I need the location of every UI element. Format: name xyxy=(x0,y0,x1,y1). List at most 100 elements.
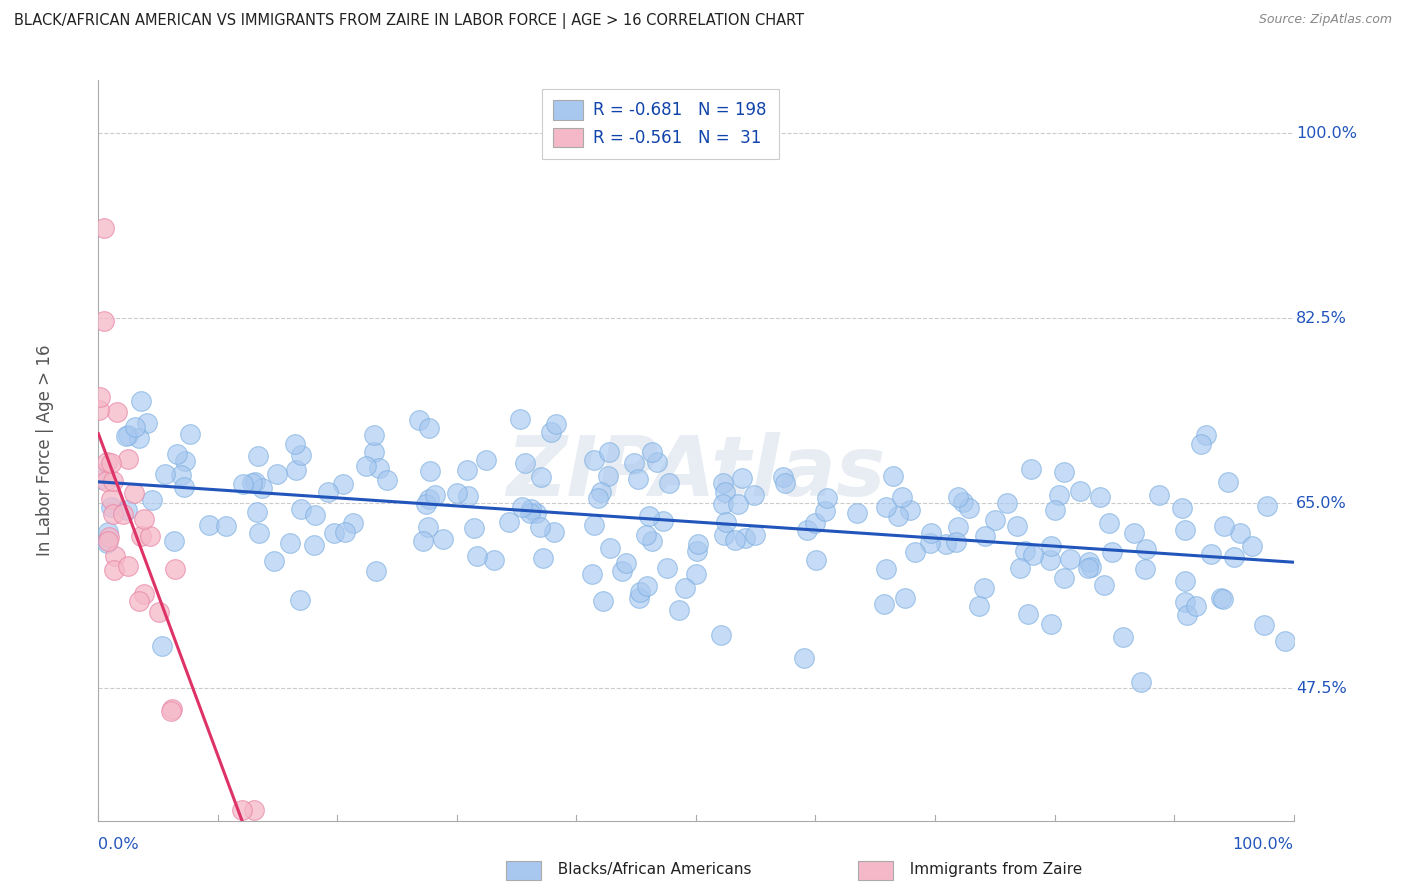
Point xyxy=(1256,499,1278,513)
Point xyxy=(1039,539,1062,553)
Point xyxy=(1101,545,1123,559)
Point xyxy=(418,520,440,534)
Point xyxy=(150,640,173,654)
Point xyxy=(731,471,754,485)
Point xyxy=(1185,599,1208,614)
Point xyxy=(1053,466,1076,480)
Point xyxy=(288,593,311,607)
Point xyxy=(215,518,238,533)
Point xyxy=(1170,500,1192,515)
Point xyxy=(626,472,648,486)
Point xyxy=(1092,577,1115,591)
Point xyxy=(136,417,159,431)
Point xyxy=(623,457,645,471)
Point xyxy=(423,488,446,502)
Text: ZIPAtlas: ZIPAtlas xyxy=(506,432,886,513)
Point xyxy=(415,497,437,511)
Point xyxy=(97,524,120,539)
Point xyxy=(641,533,664,548)
Point xyxy=(685,567,707,582)
Point xyxy=(713,528,735,542)
Point xyxy=(1130,675,1153,690)
Point xyxy=(1174,574,1197,589)
Point xyxy=(1088,490,1111,504)
Point xyxy=(952,495,974,509)
Point xyxy=(1147,488,1170,502)
Point xyxy=(96,536,118,550)
Point xyxy=(875,500,897,515)
Point xyxy=(115,429,138,443)
Point xyxy=(166,447,188,461)
Point xyxy=(636,579,658,593)
Point xyxy=(969,599,991,614)
Point xyxy=(1022,548,1045,562)
Point xyxy=(524,506,547,520)
Text: Source: ZipAtlas.com: Source: ZipAtlas.com xyxy=(1258,13,1392,27)
Point xyxy=(93,221,115,235)
Point xyxy=(529,519,551,533)
Point xyxy=(891,491,914,505)
Text: Immigrants from Zaire: Immigrants from Zaire xyxy=(900,863,1083,877)
Point xyxy=(658,475,681,490)
Point xyxy=(973,582,995,596)
Point xyxy=(875,562,897,576)
Point xyxy=(366,565,388,579)
Point xyxy=(1216,475,1239,489)
Point xyxy=(898,503,921,517)
Point xyxy=(1069,484,1091,499)
Point xyxy=(544,417,567,432)
Point xyxy=(408,412,430,426)
Point xyxy=(641,445,664,459)
Point xyxy=(599,541,621,555)
Point xyxy=(1053,571,1076,585)
Point xyxy=(920,526,942,541)
Point xyxy=(711,476,734,491)
Point xyxy=(598,444,620,458)
Point xyxy=(628,585,651,599)
Point xyxy=(804,516,827,530)
Point xyxy=(592,594,614,608)
Point xyxy=(887,509,910,524)
Point xyxy=(1039,617,1062,632)
Point xyxy=(302,538,325,552)
Point xyxy=(446,486,468,500)
Point xyxy=(284,437,307,451)
Point xyxy=(278,536,301,550)
Point xyxy=(1017,607,1039,621)
Point xyxy=(673,581,696,595)
Point xyxy=(845,506,868,520)
Point xyxy=(627,591,650,606)
Point xyxy=(368,460,391,475)
Point xyxy=(1111,630,1133,644)
Point xyxy=(533,551,555,566)
Point xyxy=(1229,526,1251,541)
Point xyxy=(742,488,765,502)
Point xyxy=(89,390,111,404)
Point xyxy=(612,564,634,578)
Point xyxy=(124,420,146,434)
Point xyxy=(686,544,709,558)
Point xyxy=(589,485,612,500)
Point xyxy=(484,553,506,567)
Point xyxy=(285,463,308,477)
Point xyxy=(162,701,184,715)
Point xyxy=(173,480,195,494)
Point xyxy=(100,491,122,506)
Point xyxy=(89,472,111,486)
Point xyxy=(250,481,273,495)
Point xyxy=(100,500,122,515)
Point xyxy=(432,532,454,546)
Point xyxy=(465,549,488,564)
Point xyxy=(170,468,193,483)
Point xyxy=(456,463,478,477)
Point xyxy=(1174,595,1197,609)
Point xyxy=(688,537,710,551)
Point xyxy=(583,452,606,467)
Point xyxy=(129,528,152,542)
Point xyxy=(418,492,440,507)
Point xyxy=(509,411,531,425)
Point xyxy=(96,475,118,489)
Point xyxy=(197,518,219,533)
Point xyxy=(117,428,139,442)
Point xyxy=(103,474,125,488)
